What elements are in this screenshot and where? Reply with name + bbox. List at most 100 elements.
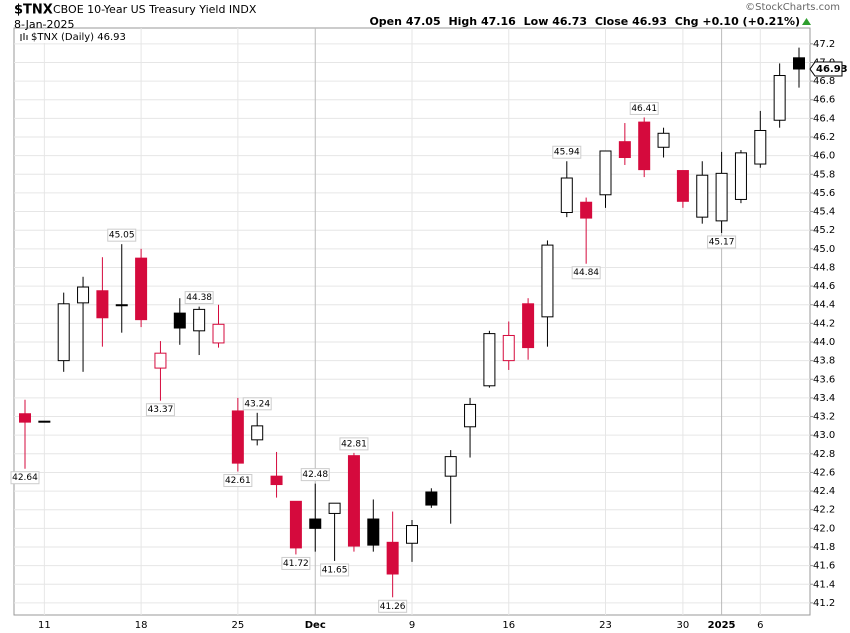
candle-body	[270, 475, 283, 486]
x-tick-label: 6	[757, 620, 763, 631]
plot: 41.2 41.4 41.6 41.8 42.0 42.2 42.4 42.6 42.8 43.0…	[10, 28, 848, 631]
header-value: 46.93	[632, 15, 667, 28]
candle-body	[309, 518, 322, 529]
y-tick-label: 42.4	[813, 486, 835, 497]
legend-label: $TNX (Daily)	[31, 32, 94, 43]
candle-body	[328, 502, 341, 514]
label-box	[552, 145, 582, 159]
candle-body	[599, 150, 612, 196]
candle-body	[115, 304, 128, 307]
candle-body	[502, 334, 515, 362]
candle-body	[77, 286, 90, 304]
x-tick-label: 18	[135, 620, 148, 631]
header-label: Chg	[675, 15, 699, 28]
x-tick-label: 23	[599, 620, 612, 631]
y-tick-label: 44.8	[813, 262, 835, 273]
label-box	[378, 599, 408, 613]
candle-body	[522, 303, 535, 349]
y-tick-label: 41.6	[813, 561, 835, 572]
header-label: Open	[369, 15, 402, 28]
price-tag	[809, 61, 843, 77]
label-box	[223, 474, 253, 488]
candle-body	[464, 403, 477, 428]
high-label: 43.24	[244, 399, 270, 409]
legend: $TNX (Daily) 46.93	[31, 32, 126, 43]
chart-title: CBOE 10-Year US Treasury Yield INDX	[53, 3, 257, 16]
label-box	[281, 556, 311, 570]
y-tick-label: 43.6	[813, 374, 835, 385]
label-box	[10, 471, 40, 485]
high-label: 46.41	[631, 104, 657, 114]
header-value: 47.05	[406, 15, 441, 28]
candle-body	[676, 170, 689, 202]
label-box	[629, 101, 659, 115]
candle-body	[289, 500, 302, 549]
label-box	[339, 437, 369, 451]
candle-body	[657, 132, 670, 148]
candle-body	[96, 290, 109, 319]
header-value: 46.73	[552, 15, 587, 28]
candle-body	[715, 172, 728, 222]
low-label: 42.64	[12, 473, 38, 483]
low-label: 41.72	[283, 559, 309, 569]
symbol: $TNX	[14, 3, 53, 18]
low-label: 41.65	[322, 565, 348, 575]
high-label: 42.81	[341, 439, 367, 449]
label-box	[184, 291, 214, 305]
candle-body	[231, 410, 244, 464]
candle-body	[618, 141, 631, 159]
watermark: ©StockCharts.com	[745, 2, 840, 13]
x-tick-label: 16	[502, 620, 515, 631]
x-tick-label: 30	[677, 620, 690, 631]
header-value: 47.16	[481, 15, 516, 28]
candle-body	[212, 323, 225, 344]
y-tick-label: 46.0	[813, 151, 835, 162]
y-tick-label: 43.8	[813, 356, 835, 367]
candle-body	[425, 491, 438, 506]
candle-body	[793, 57, 805, 70]
candle-body	[638, 121, 651, 171]
y-tick-label: 43.4	[813, 393, 835, 404]
legend-icon	[20, 33, 28, 41]
y-tick-label: 42.8	[813, 449, 835, 460]
y-tick-label: 44.2	[813, 318, 835, 329]
label-box	[707, 235, 737, 249]
high-label: 45.05	[109, 231, 135, 241]
candle-body	[406, 525, 418, 544]
low-label: 43.37	[148, 405, 174, 415]
ohlc-header: Open 47.05 High 47.16 Low 46.73 Close 46…	[369, 15, 800, 28]
low-label: 42.61	[225, 476, 251, 486]
y-tick-label: 45.4	[813, 207, 835, 218]
y-tick-label: 43.0	[813, 430, 835, 441]
y-tick-label: 46.8	[813, 76, 835, 87]
candle-body	[696, 174, 709, 218]
y-tick-label: 45.2	[813, 225, 835, 236]
low-label: 44.84	[573, 268, 599, 278]
candle-body	[251, 425, 264, 441]
label-box	[107, 228, 137, 242]
candle-body	[135, 257, 148, 321]
candle-body	[19, 413, 31, 423]
candle-body	[154, 352, 167, 369]
candle-body	[483, 333, 496, 387]
y-tick-label: 42.6	[813, 467, 835, 478]
y-tick-label: 41.4	[813, 579, 835, 590]
y-tick-label: 46.4	[813, 113, 835, 124]
candle-body	[773, 75, 786, 121]
header-label: High	[448, 15, 477, 28]
high-label: 42.48	[302, 470, 328, 480]
y-tick-label: 43.2	[813, 412, 835, 423]
header-label: Close	[595, 15, 628, 28]
label-box	[320, 563, 350, 577]
candle-body	[560, 177, 573, 213]
candle-body	[580, 201, 593, 219]
y-tick-label: 44.6	[813, 281, 835, 292]
candle-body	[347, 455, 360, 547]
high-label: 44.38	[186, 293, 212, 303]
x-tick-label: 2025	[708, 620, 736, 631]
header-value: +0.10 (+0.21%)	[702, 15, 800, 28]
y-tick-label: 44.0	[813, 337, 835, 348]
y-tick-label: 44.4	[813, 300, 835, 311]
low-label: 45.17	[709, 237, 735, 247]
